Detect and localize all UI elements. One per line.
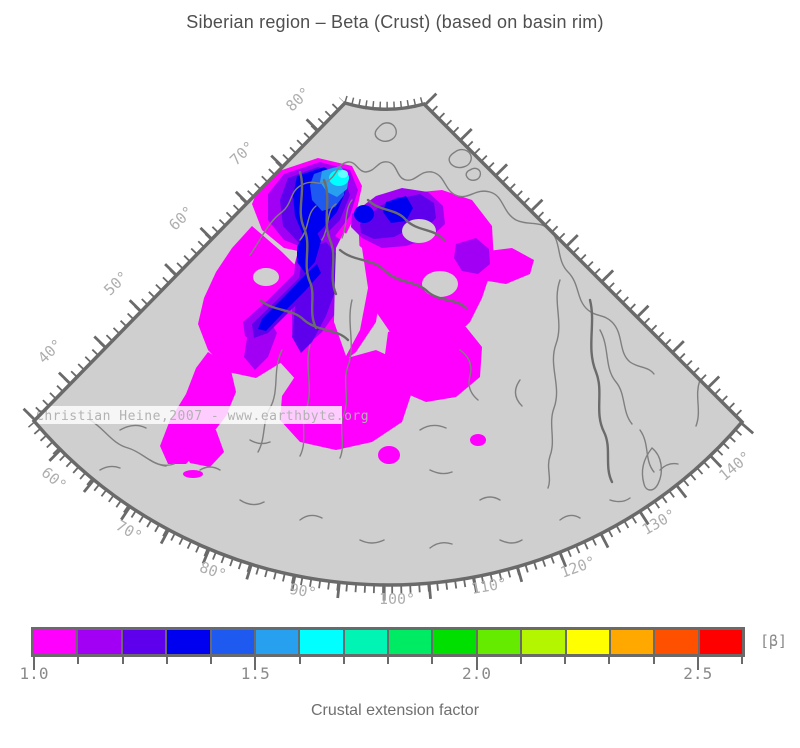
beta-cyan-highlight bbox=[338, 170, 348, 178]
watermark: Christian Heine,2007 - www.earthbyte.org bbox=[30, 406, 369, 424]
no-data-holes bbox=[253, 219, 458, 356]
colorbar: 1.0 1.5 2.0 2.5 bbox=[20, 627, 751, 687]
colorbar-tick bbox=[342, 657, 345, 664]
colorbar-tick bbox=[564, 657, 566, 664]
colorbar-cell bbox=[655, 630, 698, 654]
longitude-label: 120° bbox=[558, 552, 598, 581]
colorbar-cell bbox=[122, 630, 166, 654]
page-title: Siberian region – Beta (Crust) (based on… bbox=[186, 12, 604, 32]
longitude-label: 130° bbox=[639, 505, 679, 539]
colorbar-cell bbox=[167, 630, 210, 654]
colorbar-tick bbox=[519, 657, 522, 664]
colorbar-cell bbox=[211, 630, 254, 654]
colorbar-cell bbox=[433, 630, 476, 654]
colorbar-tick-label: 1.5 bbox=[240, 664, 270, 683]
basin-outlines bbox=[258, 170, 614, 484]
graticule-ticks bbox=[21, 91, 755, 601]
colorbar-cell bbox=[344, 630, 387, 654]
colorbar-tick-label: 2.0 bbox=[462, 664, 491, 683]
colorbar-tick bbox=[431, 657, 434, 664]
colorbar-cell bbox=[300, 630, 343, 654]
latitude-label: 70° bbox=[226, 137, 258, 169]
latitude-label: 40° bbox=[34, 335, 66, 367]
colorbar-cell bbox=[255, 630, 299, 654]
colorbar-cell bbox=[34, 630, 77, 654]
colorbar-cell bbox=[610, 630, 654, 654]
colorbar-tick bbox=[254, 657, 257, 670]
colorbar-tick bbox=[475, 657, 478, 670]
colorbar-tick bbox=[741, 657, 743, 664]
colorbar-tick bbox=[652, 657, 655, 664]
watermark-bar bbox=[30, 406, 342, 424]
colorbar-tick bbox=[77, 657, 80, 664]
colorbar-tick bbox=[210, 657, 212, 664]
colorbar-caption: Crustal extension factor bbox=[310, 702, 480, 719]
colorbar-cell bbox=[522, 630, 565, 654]
colorbar-tick bbox=[121, 657, 124, 664]
latitude-label: 50° bbox=[100, 267, 132, 299]
colorbar-cell bbox=[566, 630, 609, 654]
colorbar-tick bbox=[33, 657, 35, 670]
map-frame bbox=[31, 101, 745, 587]
colorbar-tick bbox=[387, 657, 389, 664]
colorbar-cells bbox=[31, 627, 745, 657]
colorbar-cell bbox=[699, 630, 742, 654]
colorbar-tick-label: 2.5 bbox=[683, 664, 713, 683]
colorbar-unit-label: [β] bbox=[760, 632, 788, 650]
colorbar-tick-label: 1.0 bbox=[19, 664, 49, 683]
longitude-label: 100° bbox=[379, 590, 415, 608]
colorbar-tick bbox=[165, 657, 168, 664]
colorbar-tick bbox=[696, 657, 699, 670]
latitude-label: 80° bbox=[282, 83, 314, 115]
longitude-label: 60° bbox=[38, 463, 70, 494]
colorbar-cell bbox=[477, 630, 521, 654]
colorbar-cell bbox=[78, 630, 121, 654]
colorbar-cell bbox=[389, 630, 432, 654]
latitude-label: 60° bbox=[165, 202, 197, 234]
longitude-label: 90° bbox=[288, 580, 318, 602]
longitude-label: 80° bbox=[197, 558, 229, 584]
longitude-label: 110° bbox=[470, 574, 509, 598]
watermark-text: Christian Heine,2007 - www.earthbyte.org bbox=[36, 409, 369, 424]
colorbar-tick bbox=[608, 657, 611, 664]
colorbar-tick bbox=[298, 657, 301, 664]
